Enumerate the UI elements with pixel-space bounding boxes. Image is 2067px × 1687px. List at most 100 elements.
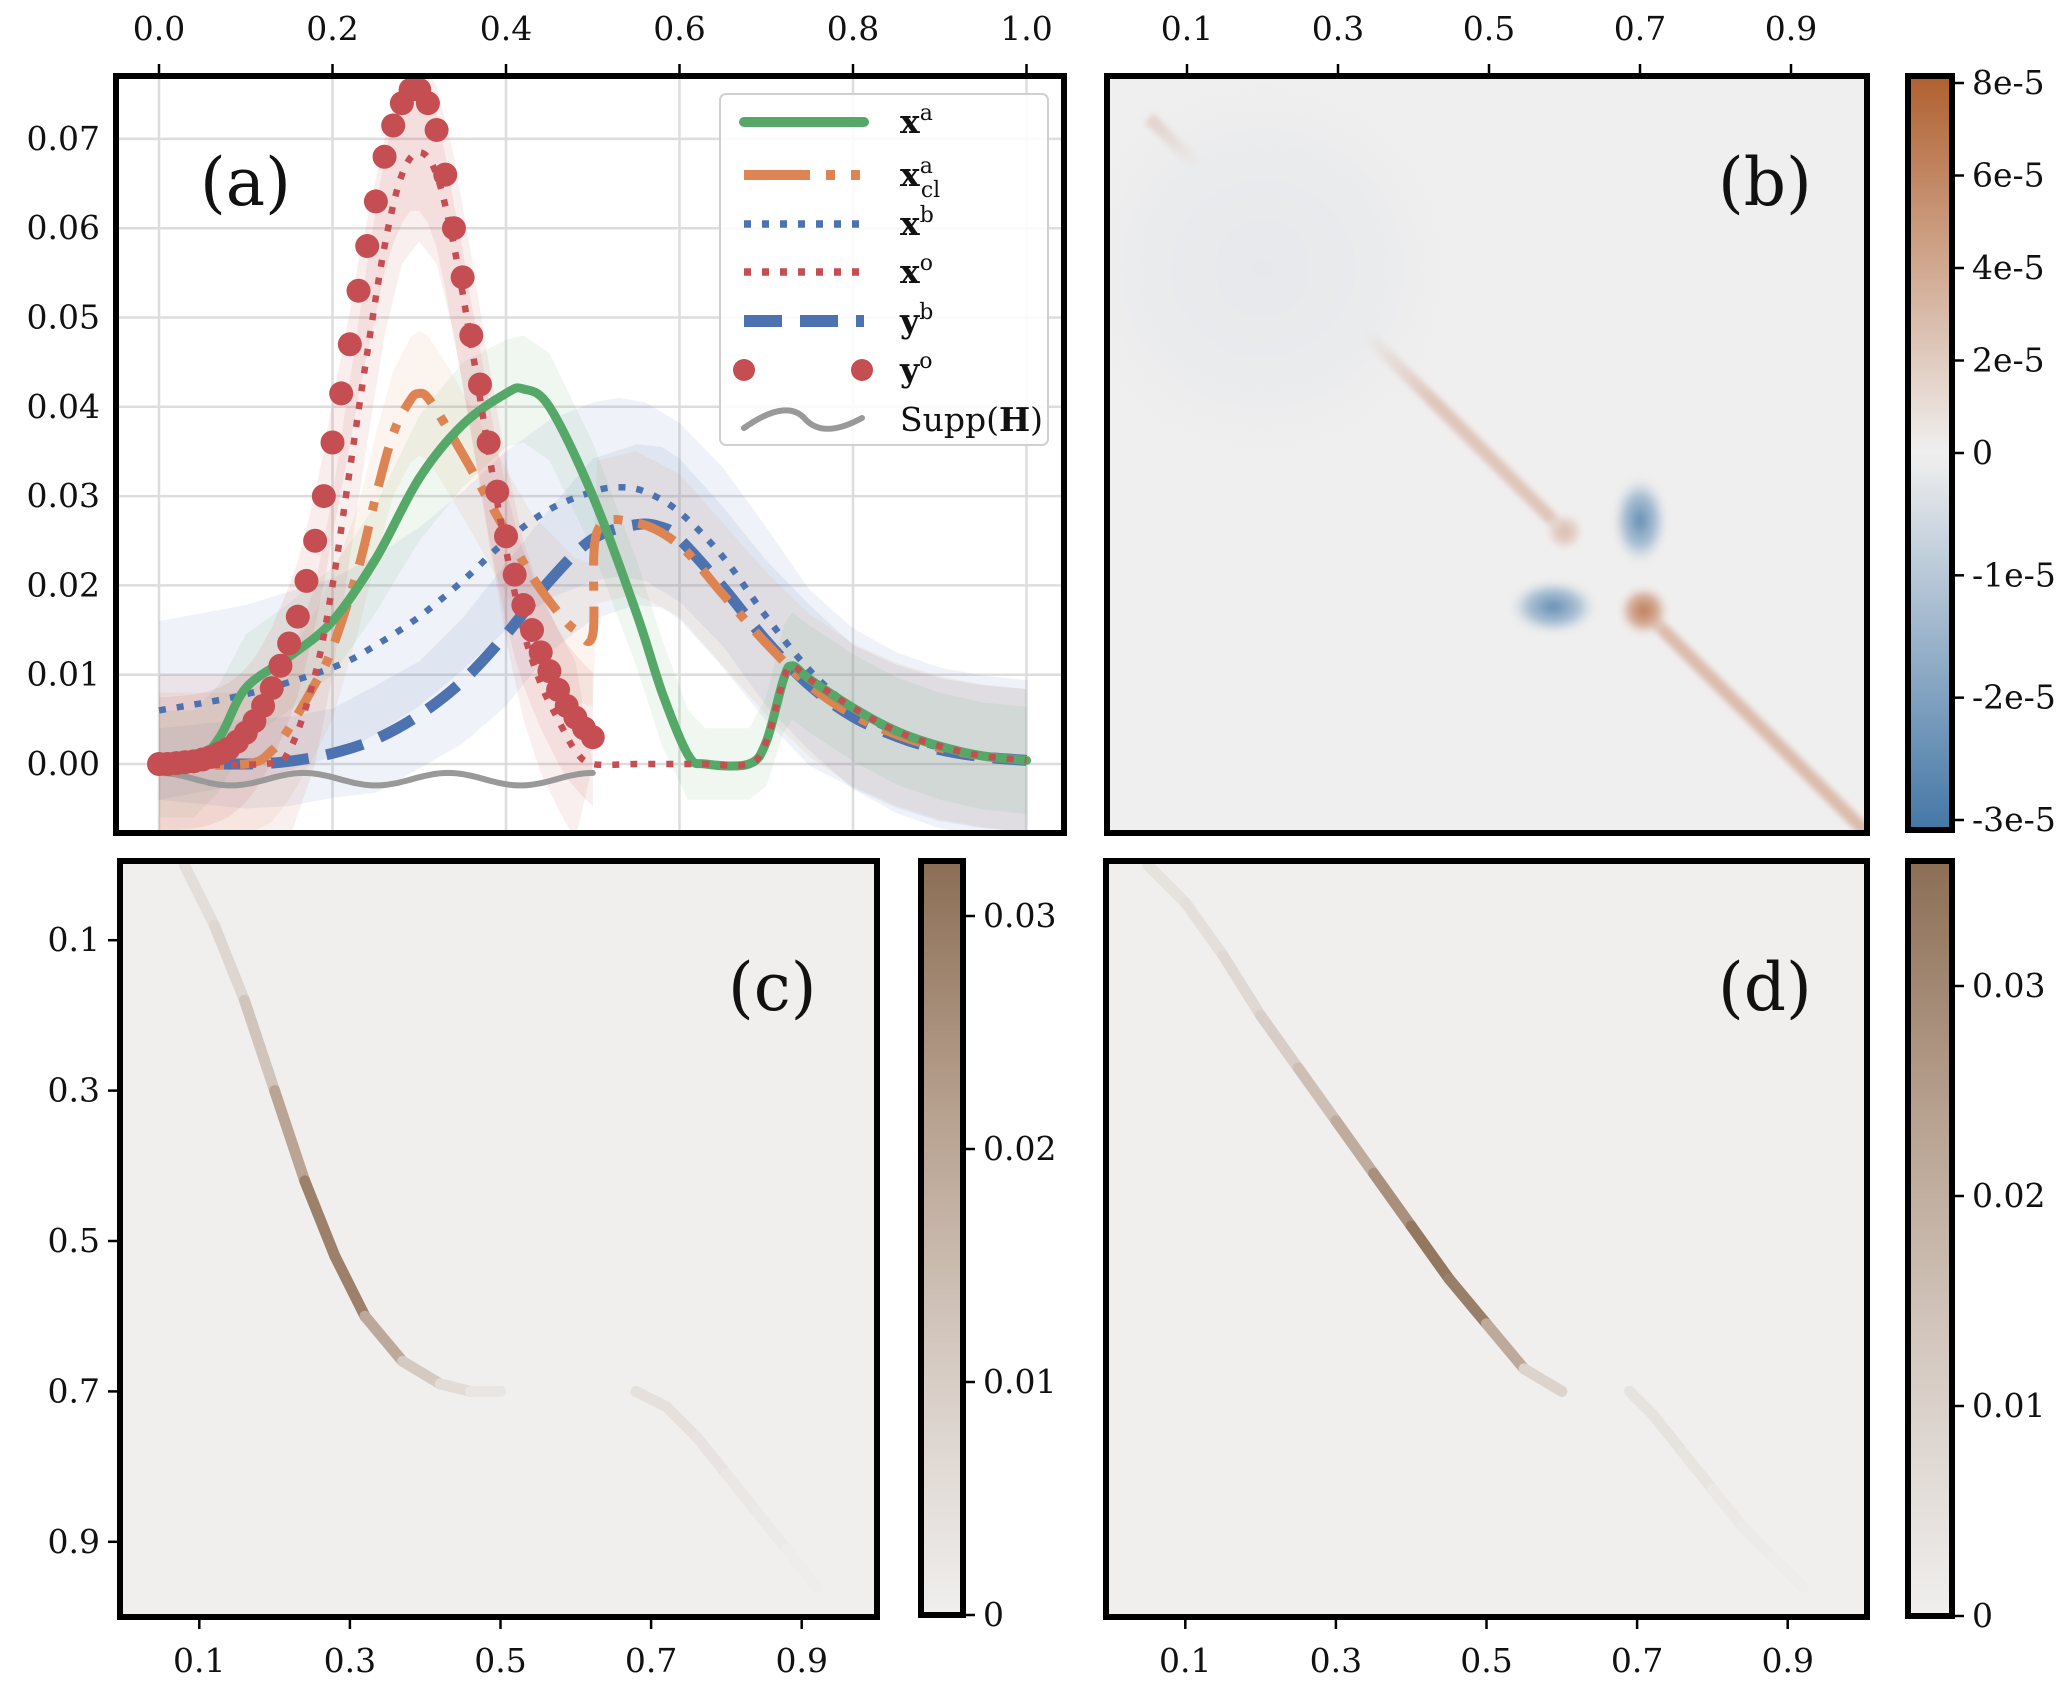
heatmap-curve-segment (1737, 1521, 1779, 1563)
heatmap-curve-segment (178, 861, 220, 931)
heatmap-blob (1610, 473, 1670, 568)
legend-handle-Supp-H- (741, 407, 865, 432)
panel-a-series (147, 77, 1031, 789)
panel-b-x-ticks: 0.1 0.3 0.5 0.7 0.9 (1161, 9, 1817, 76)
y-o-marker (476, 430, 501, 455)
y-o-marker (311, 484, 336, 509)
y-o-marker (303, 528, 328, 553)
y-o-marker (494, 524, 518, 549)
colorbar-tick-label: 0.03 (983, 896, 1056, 935)
legend-box (719, 93, 1049, 446)
legend-label-sup: b (920, 203, 934, 228)
y-o-marker (459, 323, 484, 348)
heatmap-curve-segment (630, 1385, 672, 1412)
colorbar-tick-label: 4e-5 (1972, 248, 2045, 287)
colorbar-d (1905, 858, 1955, 1619)
y-o-marker (277, 631, 302, 656)
y-o-marker (251, 693, 276, 718)
heatmap-curve-segment (1330, 1115, 1380, 1179)
legend-label: yb (899, 300, 933, 340)
y-tick-label: 0.1 (48, 920, 100, 959)
legend-label-sup: a (920, 101, 933, 126)
y-o-marker (424, 117, 449, 142)
heatmap-curve-segment (269, 1085, 311, 1187)
colorbar-tick-label: -2e-5 (1972, 678, 2056, 717)
y-o-marker (381, 113, 406, 138)
y-tick-label: 0.06 (27, 208, 100, 247)
heatmap-curve-segment (329, 1250, 371, 1322)
heatmap-curve-segment (1368, 1167, 1417, 1232)
panel-c-colorbar: 0.03 0.02 0.01 0 (918, 858, 1056, 1634)
x-tick-label: 0.6 (653, 9, 705, 48)
y-tick-label: 0.01 (27, 655, 100, 694)
heatmap-curve-segment (690, 1431, 732, 1480)
band-y-b (159, 444, 1027, 832)
x-tick-label: 0.2 (306, 9, 358, 48)
colorbar-tick-label: -1e-5 (1972, 555, 2056, 594)
x-tick-label: 1.0 (1000, 9, 1052, 48)
panel-c-y-ticks: 0.1 0.3 0.5 0.7 0.9 (48, 920, 120, 1561)
x-tick-label: 0.1 (1159, 1641, 1211, 1680)
panel-d: 0.1 0.3 0.5 0.7 0.9 (d) 0.03 0.02 0.01 0 (1103, 858, 2045, 1680)
heatmap-curve-segment (1767, 1551, 1809, 1593)
y-o-marker (355, 234, 380, 259)
legend-label-tail: ) (1030, 400, 1043, 439)
x-tick-label: 0.8 (827, 9, 879, 48)
heatmap-curve-segment (1676, 1446, 1718, 1495)
heatmap-curve-segment (1518, 1363, 1568, 1397)
y-tick-label: 0.00 (27, 744, 100, 783)
legend-label-base: x (900, 155, 920, 194)
y-o-marker (441, 216, 466, 241)
legend-label: yo (899, 349, 932, 389)
y-o-marker (268, 653, 293, 678)
heatmap-blob (1616, 583, 1671, 638)
heatmap-diagonal (1635, 602, 1867, 833)
band-x-a (159, 335, 1027, 818)
y-o-marker (450, 265, 475, 290)
y-tick-label: 0.04 (27, 387, 100, 426)
legend-label-sup: o (920, 251, 933, 276)
heatmap-curve-segment (1142, 861, 1191, 909)
panel-d-heatmap (1142, 861, 1809, 1593)
y-o-marker (415, 91, 440, 116)
y-o-marker (520, 618, 545, 643)
colorbar-tick-label: 0.02 (983, 1129, 1056, 1168)
legend-label-sup: o (919, 349, 932, 374)
heatmap-curve-segment (1255, 1009, 1304, 1074)
heatmap-curve-segment (359, 1310, 409, 1367)
y-o-marker (485, 479, 510, 504)
heatmap-blob (1107, 76, 1480, 486)
heatmap-curve-segment (1217, 949, 1267, 1021)
band-x-o (159, 76, 1027, 833)
heatmap-curve-segment (238, 994, 281, 1097)
heatmap-curve-segment (299, 1175, 341, 1262)
x-tick-label: 0.5 (1463, 9, 1515, 48)
colorbar-b (1905, 73, 1955, 833)
heatmap-blob (1544, 511, 1585, 553)
heatmap-curve-segment (1481, 1318, 1530, 1375)
panel-c-x-ticks: 0.1 0.3 0.5 0.7 0.9 (173, 1617, 828, 1680)
legend-label-base: x (900, 102, 920, 141)
legend-label-text: Supp( (900, 400, 999, 439)
panel-c-label: (c) (728, 949, 816, 1026)
panel-b: 0.1 0.3 0.5 0.7 0.9 (b) 8e-5 6e-5 4e-5 2e-5 0 -1e… (1104, 9, 2056, 839)
panel-b-label: (b) (1718, 144, 1812, 221)
y-o-marker (537, 659, 562, 684)
panel-c-background (120, 861, 877, 1617)
panel-a-frame (113, 73, 1067, 836)
legend-label: Supp(H) (900, 400, 1043, 439)
colorbar-tick-label: -3e-5 (1972, 800, 2056, 839)
x-tick-label: 0.7 (1614, 9, 1666, 48)
panel-b-heatmap (1107, 76, 1867, 833)
y-o-marker (502, 562, 527, 587)
heatmap-curve-segment (1292, 1062, 1342, 1127)
y-tick-label: 0.03 (27, 476, 100, 515)
y-tick-label: 0.3 (48, 1071, 100, 1110)
x-tick-label: 0.5 (474, 1641, 526, 1680)
heatmap-curve-segment (1646, 1408, 1688, 1458)
heatmap-curve-segment (208, 919, 250, 1006)
y-o-marker (580, 725, 605, 750)
y-o-marker (363, 189, 388, 214)
colorbar-tick-label: 2e-5 (1972, 341, 2045, 380)
